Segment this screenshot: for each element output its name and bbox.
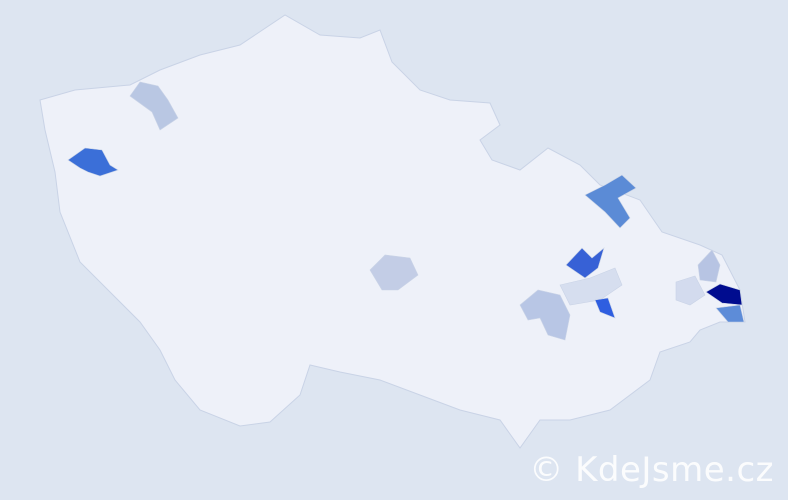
- highlighted-region[interactable]: [715, 304, 745, 323]
- watermark: © KdeJsme.cz: [529, 450, 774, 490]
- highlighted-region[interactable]: [584, 174, 637, 229]
- highlighted-region[interactable]: [697, 249, 721, 283]
- highlighted-region[interactable]: [559, 267, 623, 306]
- highlighted-region[interactable]: [369, 254, 419, 291]
- highlighted-region[interactable]: [705, 283, 743, 306]
- highlighted-region[interactable]: [675, 275, 706, 306]
- highlighted-region[interactable]: [565, 247, 605, 279]
- highlighted-region[interactable]: [594, 297, 616, 319]
- highlighted-region[interactable]: [129, 81, 179, 131]
- highlighted-region[interactable]: [519, 289, 571, 341]
- highlighted-region[interactable]: [67, 147, 119, 177]
- country-outline: [39, 14, 746, 449]
